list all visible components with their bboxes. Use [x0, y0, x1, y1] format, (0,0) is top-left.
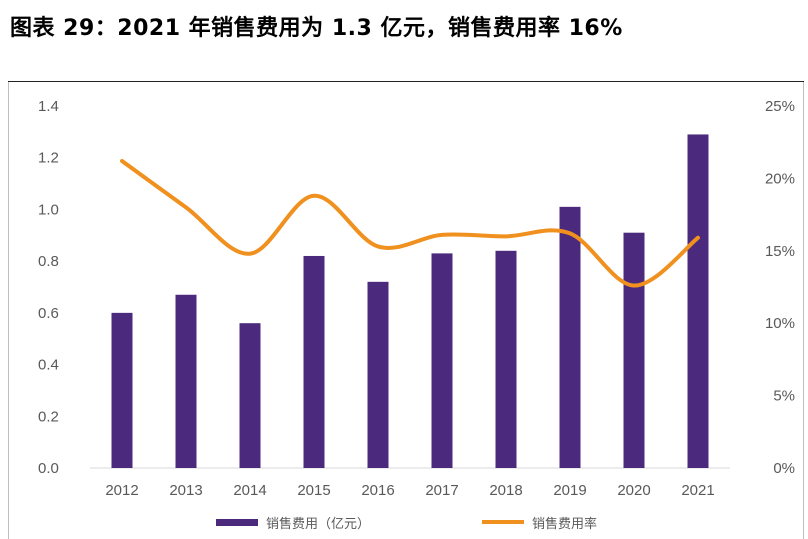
x-tick-label: 2020 [617, 482, 650, 499]
y-left-tick-label: 0.0 [38, 460, 59, 477]
frame-right-border [803, 82, 804, 539]
bar-sales-expense [175, 294, 197, 468]
bar-sales-expense [623, 232, 645, 468]
y-right-tick-label: 10% [765, 315, 795, 332]
y-left-tick-label: 1.0 [38, 201, 59, 218]
frame-left-border [8, 82, 9, 539]
y-left-tick-label: 1.2 [38, 150, 59, 167]
x-tick-label: 2016 [361, 482, 394, 499]
y-right-tick-label: 25% [765, 98, 795, 115]
x-tick-label: 2015 [297, 482, 330, 499]
y-left-tick-label: 1.4 [38, 98, 59, 115]
bar-sales-expense [239, 323, 261, 468]
legend-label-bar: 销售费用（亿元） [266, 516, 370, 532]
line-sales-expense-ratio [120, 159, 700, 288]
x-tick-label: 2021 [681, 482, 714, 499]
x-tick-label: 2013 [169, 482, 202, 499]
bar-sales-expense [303, 255, 325, 468]
y-right-tick-label: 20% [765, 170, 795, 187]
bar-sales-expense [367, 281, 389, 468]
chart-title: 图表 29：2021 年销售费用为 1.3 亿元，销售费用率 16% [10, 16, 623, 41]
y-left-tick-label: 0.8 [38, 253, 59, 270]
y-left-tick-label: 0.4 [38, 357, 59, 374]
x-tick-label: 2019 [553, 482, 586, 499]
bar-sales-expense [495, 250, 517, 468]
x-tick-label: 2018 [489, 482, 522, 499]
bar-sales-expense [559, 206, 581, 469]
bar-sales-expense [111, 312, 133, 468]
bar-sales-expense [687, 134, 709, 468]
bar-sales-expense [431, 253, 453, 468]
y-right-tick-label: 15% [765, 243, 795, 260]
legend-swatch-bar [216, 519, 258, 526]
y-right-tick-label: 0% [773, 460, 795, 477]
x-tick-label: 2017 [425, 482, 458, 499]
y-left-tick-label: 0.2 [38, 408, 59, 425]
title-underline [8, 81, 804, 82]
x-tick-label: 2014 [233, 482, 266, 499]
x-tick-label: 2012 [105, 482, 138, 499]
legend-label-line: 销售费用率 [532, 516, 597, 532]
y-right-tick-label: 5% [773, 388, 795, 405]
y-left-tick-label: 0.6 [38, 305, 59, 322]
